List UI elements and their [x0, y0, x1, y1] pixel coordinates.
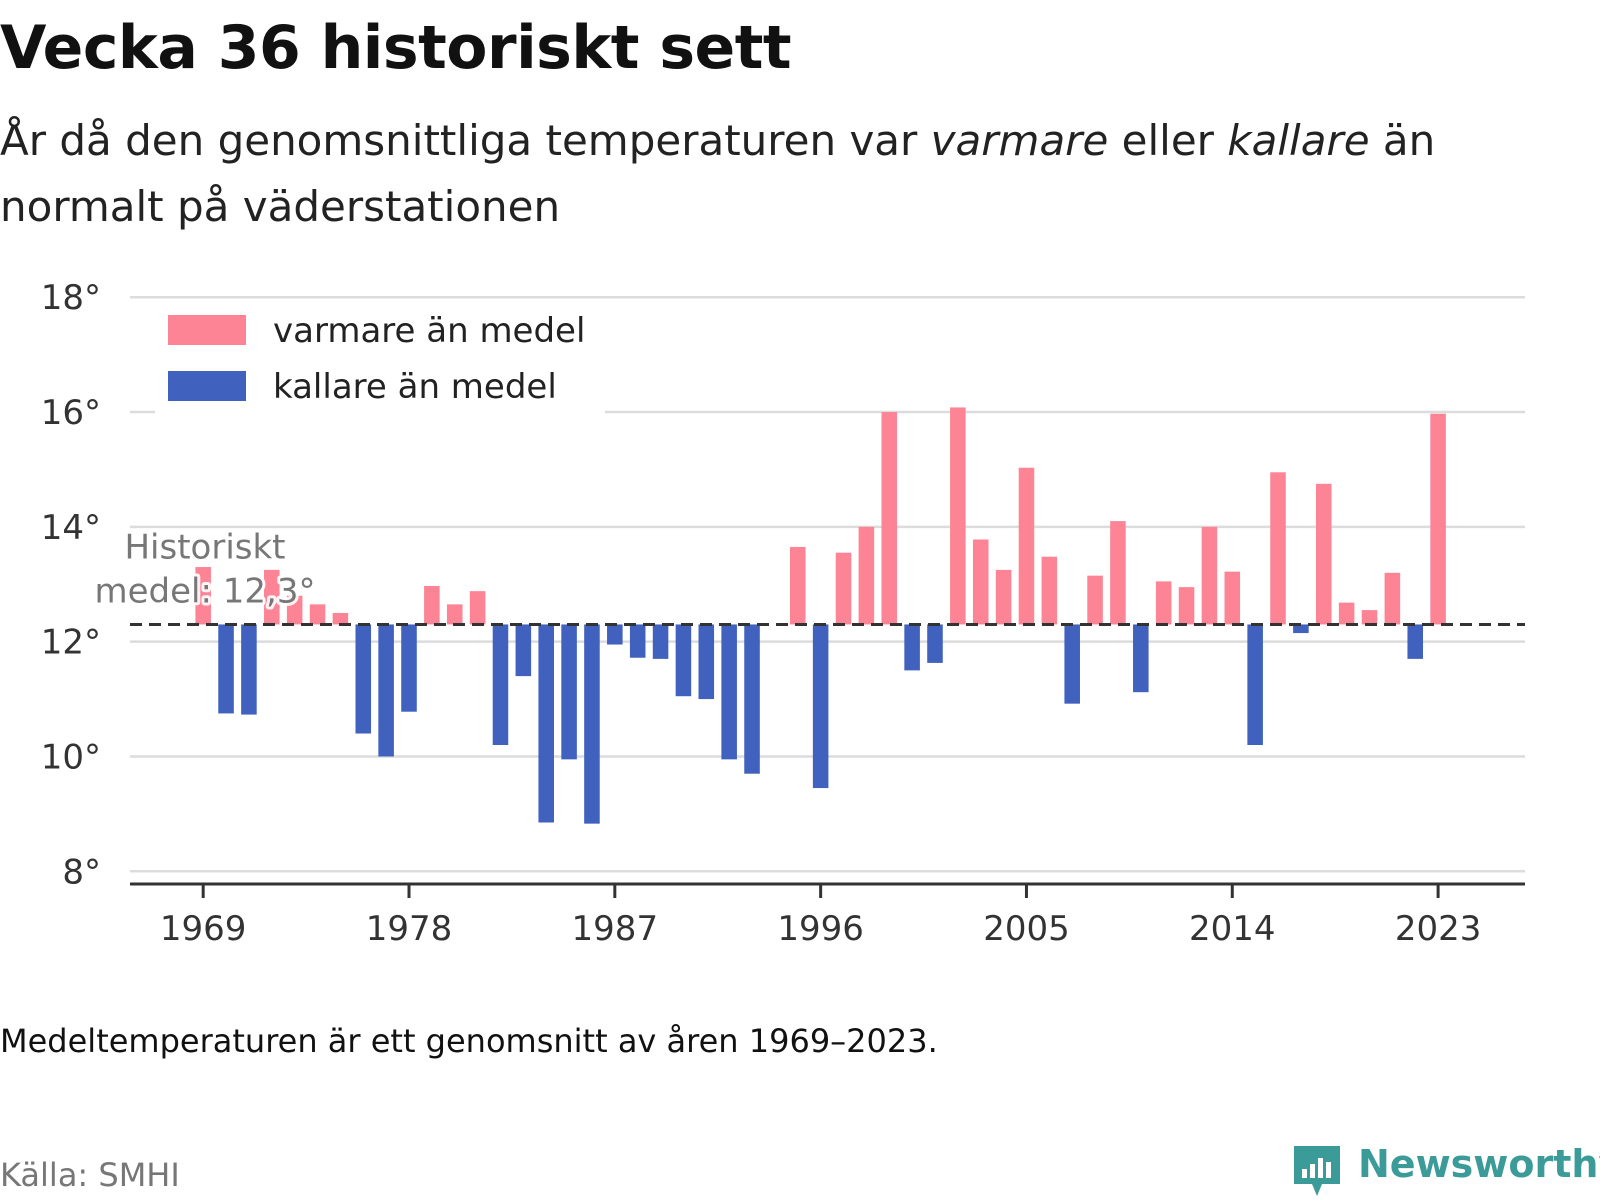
- bar-cold: [401, 624, 417, 712]
- y-tick-label: 8°: [62, 852, 101, 892]
- brand-name: Newsworthy: [1358, 1142, 1600, 1186]
- chart-subtitle: År då den genomsnittliga temperaturen va…: [0, 108, 1560, 240]
- subtitle-part: än normalt på väderstationen: [0, 116, 1436, 231]
- bar-warm: [1110, 521, 1126, 625]
- bar-cold: [241, 624, 257, 715]
- x-tick-label: 2014: [1189, 909, 1276, 949]
- bar-warm: [835, 552, 852, 625]
- bar-cold: [492, 624, 509, 745]
- bar-cold: [698, 624, 715, 700]
- x-tick-label: 1969: [160, 909, 247, 949]
- newsworthy-logo-icon: [1294, 1146, 1340, 1196]
- x-tick-label: 2023: [1395, 909, 1482, 949]
- bar-warm: [286, 595, 303, 625]
- bar-warm: [469, 591, 486, 625]
- bar-cold: [218, 624, 234, 714]
- bar-warm: [1384, 572, 1401, 625]
- bar-cold: [721, 624, 737, 760]
- bar-warm: [950, 407, 966, 625]
- subtitle-part: eller: [1108, 116, 1228, 165]
- baseline-label: medel: 12,3°: [95, 571, 316, 611]
- legend-swatch-warm: [168, 315, 246, 345]
- baseline-label-halo: Historiskt: [124, 527, 285, 567]
- bar-cold: [675, 624, 692, 697]
- bar-warm: [1338, 602, 1355, 625]
- y-tick-label: 18°: [41, 280, 101, 318]
- x-tick-label: 1987: [572, 909, 659, 949]
- bar-warm: [195, 567, 211, 625]
- bar-warm: [858, 526, 875, 625]
- baseline-label: Historiskt: [124, 527, 285, 567]
- bar-warm: [1041, 556, 1058, 625]
- x-axis: 1969 1978 1987 1996 2005 2014 2023: [130, 882, 1525, 949]
- bar-warm: [1224, 571, 1241, 625]
- bar-cold: [378, 624, 394, 757]
- bar-warm: [1361, 610, 1378, 625]
- y-tick-label: 10°: [41, 737, 101, 777]
- bar-cold: [904, 624, 920, 671]
- bar-chart: 8° 10° 12° 14° 16° 18° HistorisktHistorisktme…: [41, 280, 1525, 949]
- y-axis-labels: 8° 10° 12° 14° 16° 18°: [41, 280, 101, 892]
- bar-warm: [1201, 526, 1218, 625]
- bar-cold: [927, 624, 943, 663]
- bar-cold: [812, 624, 829, 789]
- bar-cold: [1247, 624, 1263, 745]
- legend-swatch-cold: [168, 371, 246, 401]
- bar-cold: [744, 624, 760, 774]
- legend-label-warm: varmare än medel: [273, 311, 585, 351]
- bar-cold: [652, 624, 669, 659]
- bar-warm: [972, 539, 989, 625]
- chart-title: Vecka 36 historiskt sett: [0, 13, 792, 83]
- subtitle-emphasis-warm: varmare: [930, 116, 1109, 165]
- x-tick-label: 1978: [366, 909, 453, 949]
- bar-warm: [332, 612, 349, 625]
- bar-cold: [607, 624, 623, 645]
- bar-warm: [1178, 587, 1195, 625]
- bar-cold: [1133, 624, 1149, 693]
- bar-cold: [629, 624, 646, 658]
- bar-warm: [789, 546, 806, 625]
- bars: [195, 407, 1446, 824]
- bar-warm: [1270, 472, 1286, 625]
- bar-cold: [1407, 624, 1424, 659]
- legend: varmare än medel kallare än medel: [155, 300, 605, 415]
- brand-logo: Newsworthy: [1290, 1140, 1600, 1200]
- bar-cold: [515, 624, 532, 677]
- footnote: Medeltemperaturen är ett genomsnitt av å…: [0, 1022, 938, 1060]
- bar-warm: [424, 585, 440, 625]
- legend-label-cold: kallare än medel: [273, 367, 557, 407]
- y-tick-label: 12°: [41, 623, 101, 663]
- bar-warm: [1430, 413, 1446, 625]
- bar-warm: [1315, 483, 1332, 625]
- bar-warm: [1018, 467, 1035, 625]
- bar-warm: [1087, 575, 1103, 625]
- bar-cold: [584, 624, 600, 824]
- bar-cold: [561, 624, 577, 760]
- subtitle-part: År då den genomsnittliga temperaturen va…: [0, 116, 931, 165]
- bar-warm: [881, 412, 898, 625]
- y-tick-label: 14°: [41, 508, 101, 548]
- bar-cold: [355, 624, 372, 734]
- bar-cold: [1064, 624, 1080, 704]
- x-tick-label: 2005: [983, 909, 1070, 949]
- y-tick-label: 16°: [41, 393, 101, 433]
- bar-cold: [538, 624, 554, 823]
- source-label: Källa: SMHI: [0, 1156, 180, 1194]
- baseline-label-halo: medel: 12,3°: [95, 571, 316, 611]
- x-tick-label: 1996: [777, 909, 864, 949]
- bar-warm: [264, 569, 280, 625]
- bar-warm: [446, 604, 463, 625]
- bar-cold: [1293, 624, 1309, 634]
- bar-warm: [995, 569, 1012, 625]
- bar-warm: [1155, 581, 1172, 625]
- subtitle-emphasis-cold: kallare: [1227, 116, 1370, 165]
- bar-warm: [309, 604, 326, 625]
